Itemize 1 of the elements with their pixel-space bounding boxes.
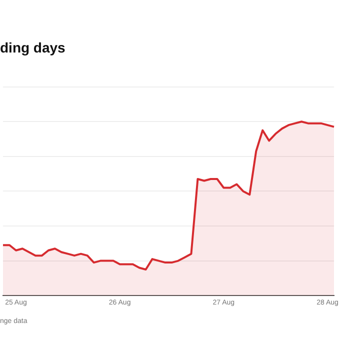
chart-title: ding days <box>0 39 66 56</box>
